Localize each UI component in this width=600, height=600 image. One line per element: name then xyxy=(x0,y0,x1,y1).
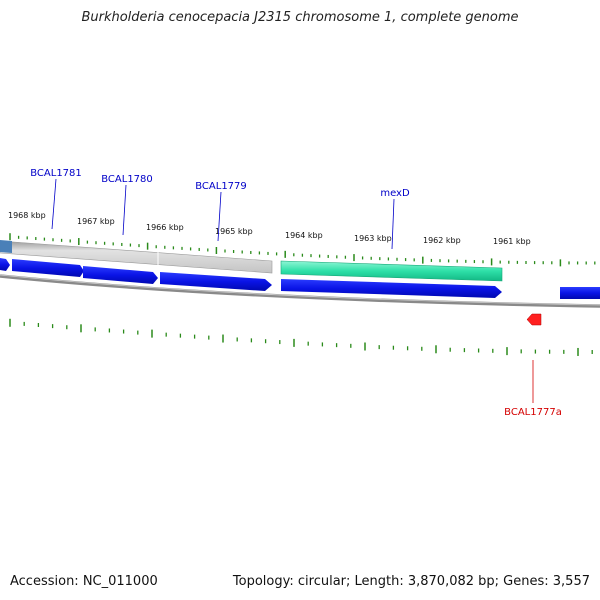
label-BCAL1780[interactable]: BCAL1780 xyxy=(101,174,153,185)
backbone-highlight xyxy=(0,274,600,306)
kbp-label-1965: 1965 kbp xyxy=(215,227,253,236)
label-BCAL1781[interactable]: BCAL1781 xyxy=(30,168,82,179)
gene-arrow-edge[interactable] xyxy=(0,258,10,271)
kbp-label-1964: 1964 kbp xyxy=(285,231,323,240)
gene-arrow-BCAL1780[interactable] xyxy=(83,266,158,284)
leader-BCAL1781 xyxy=(51,178,57,230)
leader-mexD xyxy=(391,198,395,250)
kbp-label-1961: 1961 kbp xyxy=(493,237,531,246)
kbp-label-1967: 1967 kbp xyxy=(77,217,115,226)
accession-text: Accession: NC_011000 xyxy=(10,574,158,589)
kbp-label-1962: 1962 kbp xyxy=(423,236,461,245)
gene-labels: BCAL1781 BCAL1780 BCAL1779 mexD BCAL1777… xyxy=(30,168,562,418)
gene-arrow-BCAL1781[interactable] xyxy=(12,259,84,277)
kbp-label-1968: 1968 kbp xyxy=(8,211,46,220)
gene-mexD-band[interactable] xyxy=(280,260,503,282)
forward-genes xyxy=(0,258,600,299)
genome-summary-text: Topology: circular; Length: 3,870,082 bp… xyxy=(232,574,590,589)
label-leaders xyxy=(51,178,534,403)
leader-BCAL1780 xyxy=(122,184,127,236)
kbp-label-1966: 1966 kbp xyxy=(146,223,184,232)
label-BCAL1777a[interactable]: BCAL1777a xyxy=(504,407,562,418)
highlight-region-band[interactable] xyxy=(0,240,273,274)
highlight-region-start xyxy=(0,240,12,253)
kbp-labels: 1968 kbp 1967 kbp 1966 kbp 1965 kbp 1964… xyxy=(8,211,531,246)
genome-title: Burkholderia cenocepacia J2315 chromosom… xyxy=(81,10,519,25)
genome-backbone xyxy=(0,274,600,308)
leader-BCAL1779 xyxy=(217,191,222,242)
inner-tick-ring xyxy=(9,318,593,356)
rna-feature-BCAL1777a[interactable] xyxy=(526,313,542,326)
label-mexD[interactable]: mexD xyxy=(380,188,410,199)
gene-arrow-BCAL1779[interactable] xyxy=(160,272,272,291)
kbp-label-1963: 1963 kbp xyxy=(354,234,392,243)
gene-arrow-mexD[interactable] xyxy=(281,279,502,298)
gene-arrow-right[interactable] xyxy=(560,287,600,299)
outer-tick-ring xyxy=(9,233,596,267)
label-BCAL1779[interactable]: BCAL1779 xyxy=(195,181,247,192)
